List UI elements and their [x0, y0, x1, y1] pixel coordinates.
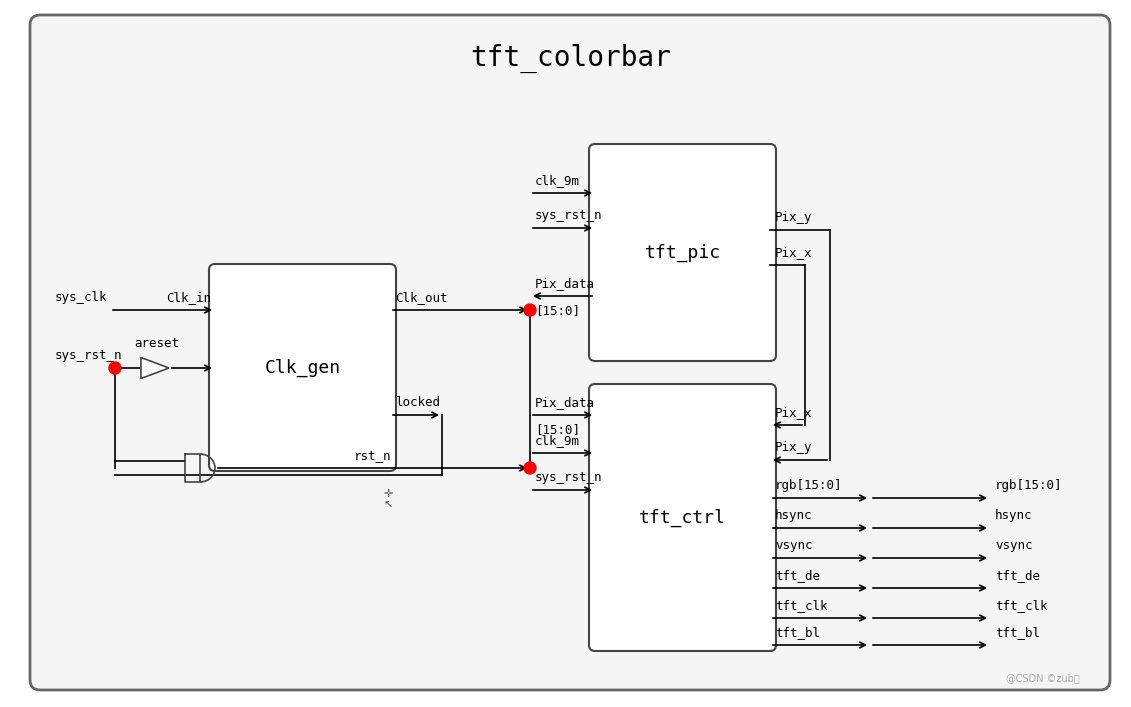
Circle shape — [524, 304, 536, 316]
Text: clk_9m: clk_9m — [535, 434, 580, 447]
Text: sys_rst_n: sys_rst_n — [55, 349, 122, 362]
Text: [15:0]: [15:0] — [535, 423, 580, 436]
Text: vsync: vsync — [995, 539, 1033, 552]
Text: tft_ctrl: tft_ctrl — [639, 508, 726, 527]
Text: tft_clk: tft_clk — [995, 599, 1047, 612]
Text: tft_bl: tft_bl — [775, 626, 820, 639]
Text: tft_clk: tft_clk — [775, 599, 828, 612]
Text: tft_colorbar: tft_colorbar — [470, 43, 672, 73]
Text: @CSDN ©zub吓: @CSDN ©zub吓 — [1007, 673, 1080, 683]
Text: sys_clk: sys_clk — [55, 291, 107, 304]
Text: Pix_data: Pix_data — [535, 277, 595, 290]
Text: rgb[15:0]: rgb[15:0] — [775, 479, 843, 492]
Text: rst_n: rst_n — [354, 449, 391, 462]
Text: tft_pic: tft_pic — [645, 243, 720, 262]
Polygon shape — [141, 358, 169, 378]
Text: Pix_y: Pix_y — [775, 211, 812, 224]
Text: locked: locked — [395, 396, 440, 409]
Text: Pix_x: Pix_x — [775, 246, 812, 259]
FancyBboxPatch shape — [589, 384, 776, 651]
Text: tft_bl: tft_bl — [995, 626, 1041, 639]
Text: hsync: hsync — [995, 509, 1033, 522]
Text: [15:0]: [15:0] — [535, 304, 580, 317]
FancyBboxPatch shape — [589, 144, 776, 361]
Text: clk_9m: clk_9m — [535, 174, 580, 187]
Text: Clk_out: Clk_out — [395, 291, 448, 304]
Text: Pix_x: Pix_x — [775, 406, 812, 419]
Text: vsync: vsync — [775, 539, 812, 552]
FancyBboxPatch shape — [31, 15, 1110, 690]
Text: Clk_gen: Clk_gen — [265, 358, 340, 377]
Text: rgb[15:0]: rgb[15:0] — [995, 479, 1062, 492]
Text: sys_rst_n: sys_rst_n — [535, 209, 603, 222]
FancyBboxPatch shape — [209, 264, 396, 471]
Text: Clk_in: Clk_in — [166, 291, 211, 304]
Text: hsync: hsync — [775, 509, 812, 522]
Text: areset: areset — [135, 337, 180, 350]
Text: tft_de: tft_de — [995, 569, 1041, 582]
Text: Pix_y: Pix_y — [775, 441, 812, 454]
Circle shape — [109, 362, 121, 374]
Text: sys_rst_n: sys_rst_n — [535, 471, 603, 484]
Circle shape — [524, 462, 536, 474]
Text: tft_de: tft_de — [775, 569, 820, 582]
Text: Pix_data: Pix_data — [535, 396, 595, 409]
Text: ✛
↖: ✛ ↖ — [383, 489, 392, 510]
